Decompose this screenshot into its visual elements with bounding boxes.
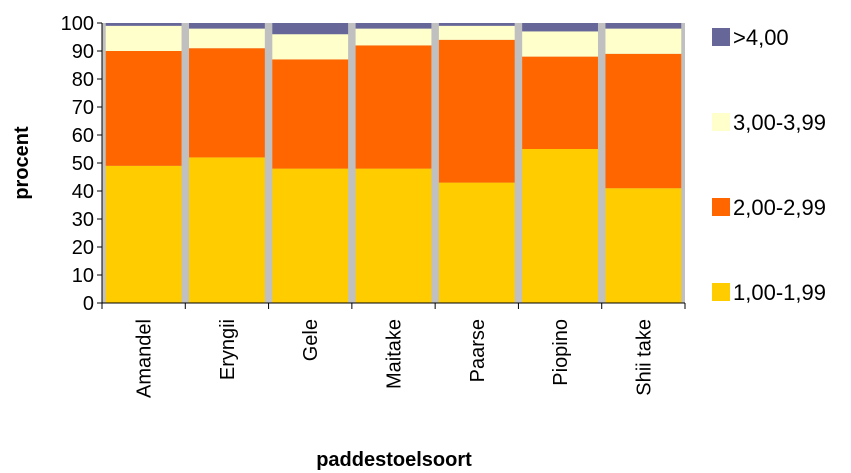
bar-segment: [522, 149, 598, 303]
x-tick-label: Eryngii: [217, 319, 239, 380]
y-tick-label: 40: [72, 181, 94, 203]
bar-segment: [105, 165, 182, 303]
legend-swatch: [712, 28, 730, 46]
y-axis-title: procent: [11, 126, 33, 200]
bar-segment: [355, 168, 432, 303]
y-tick-label: 30: [72, 209, 94, 231]
bar-segment: [189, 157, 265, 303]
bar-segment: [438, 23, 515, 26]
bar-segment: [189, 48, 265, 158]
x-tick-label: Shii take: [633, 319, 655, 396]
y-tick-label: 0: [83, 293, 94, 315]
legend-label: 3,00-3,99: [733, 110, 826, 135]
bar-segment: [438, 182, 515, 303]
bar-segment: [272, 23, 349, 35]
legend: >4,00 3,00-3,99 2,00-2,99 1,00-1,99: [712, 25, 826, 305]
bar-segment: [272, 59, 349, 169]
bar-segment: [189, 28, 265, 49]
bar-segment: [522, 31, 598, 57]
legend-swatch: [712, 113, 730, 131]
legend-label: >4,00: [733, 25, 789, 50]
y-tick-label: 50: [72, 153, 94, 175]
bar-segment: [189, 23, 265, 29]
legend-swatch: [712, 198, 730, 216]
x-tick-label: Amandel: [134, 319, 156, 398]
bar-segment: [605, 53, 682, 189]
bar-segment: [605, 28, 682, 54]
bar-segment: [605, 188, 682, 303]
y-tick-label: 60: [72, 125, 94, 147]
y-tick-label: 90: [72, 41, 94, 63]
x-tick-label: Maitake: [384, 319, 406, 389]
y-tick-label: 80: [72, 69, 94, 91]
bar-segment: [105, 25, 182, 51]
bar-segment: [105, 51, 182, 166]
x-tick-label: Gele: [300, 319, 322, 361]
legend-swatch: [712, 283, 730, 301]
bar-segment: [522, 23, 598, 32]
x-tick-label: Piopino: [550, 319, 572, 386]
bar-segment: [355, 45, 432, 169]
bar-segment: [272, 34, 349, 60]
y-tick-label: 10: [72, 265, 94, 287]
bar-segment: [605, 23, 682, 29]
legend-label: 1,00-1,99: [733, 280, 826, 305]
bar-segment: [438, 39, 515, 183]
bar-segment: [105, 23, 182, 26]
bar-segment: [355, 23, 432, 29]
bar-segment: [522, 56, 598, 149]
y-tick-label: 100: [61, 13, 94, 35]
bar-segment: [355, 28, 432, 46]
bar-segment: [272, 168, 349, 303]
y-tick-label: 20: [72, 237, 94, 259]
y-tick-label: 70: [72, 97, 94, 119]
bar-segment: [438, 25, 515, 40]
x-tick-label: Paarse: [467, 319, 489, 382]
x-axis-title: paddestoelsoort: [316, 449, 472, 471]
legend-label: 2,00-2,99: [733, 195, 826, 220]
